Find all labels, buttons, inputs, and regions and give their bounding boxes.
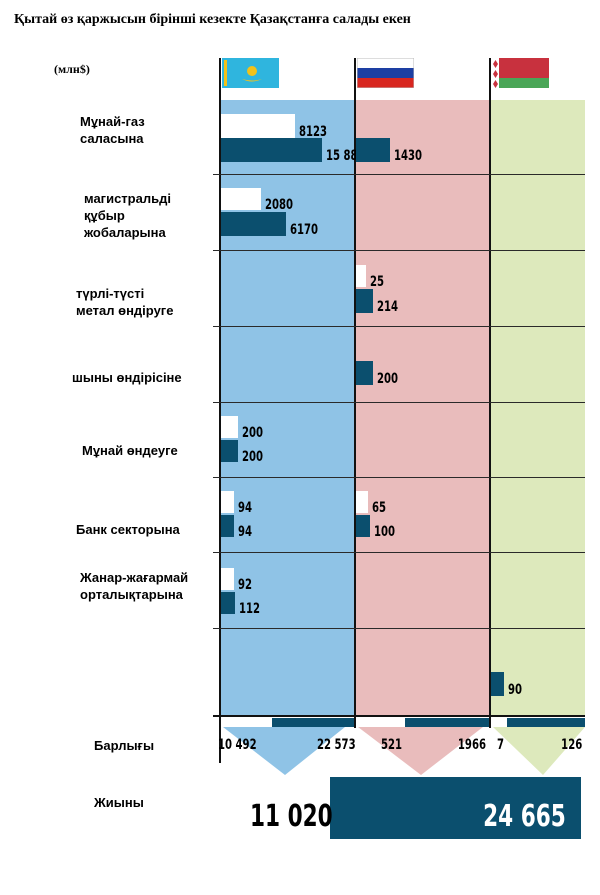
- totals-strip-by-white: [491, 718, 505, 727]
- totals-strip-ru-blue: [405, 718, 489, 727]
- bar-value-label: 214: [377, 299, 399, 315]
- bar-white: [221, 491, 234, 513]
- total-value: 10 492: [218, 737, 257, 753]
- bar-blue: [356, 138, 390, 162]
- band-belarus: [490, 100, 585, 715]
- category-label-fuel: Жанар-жағармай орталықтарына: [80, 570, 189, 602]
- bar-value-label: 25: [370, 274, 385, 290]
- divider-ru-by: [489, 58, 491, 728]
- bar-blue: [356, 515, 370, 537]
- bar-value-label: 94: [238, 524, 253, 540]
- chart-title: Қытай өз қаржысын бірінші кезекте Қазақс…: [14, 12, 411, 27]
- bar-white: [221, 416, 238, 438]
- bar-value-label: 94: [238, 500, 253, 516]
- bar-white: [221, 568, 234, 590]
- bar-blue: [221, 592, 235, 614]
- gridline: [213, 477, 585, 478]
- flag-kazakhstan-icon: [222, 58, 279, 88]
- total-value: 521: [381, 737, 403, 753]
- grand-total-white-box: [213, 777, 330, 839]
- gridline: [213, 715, 585, 717]
- axis-line-left: [219, 58, 221, 763]
- band-russia: [355, 100, 490, 715]
- bar-white: [221, 188, 261, 210]
- bar-value-label: 6170: [290, 222, 319, 238]
- bar-blue: [356, 289, 373, 313]
- bar-white: [356, 491, 368, 513]
- total-value: 1966: [457, 737, 486, 753]
- category-label-metals: түрлі-түсті метал өндіруге: [76, 286, 174, 318]
- flag-belarus-icon: [492, 58, 549, 88]
- gridline: [213, 552, 585, 553]
- category-label-pipeline: магистральді құбыр жобаларына: [84, 191, 171, 240]
- bar-value-label: 15 884: [326, 148, 365, 164]
- bar-value-label: 92: [238, 577, 253, 593]
- bar-value-label: 1430: [394, 148, 423, 164]
- bar-blue: [221, 515, 234, 537]
- category-label-banking: Банк секторына: [76, 522, 180, 537]
- total-value: 126: [560, 737, 582, 753]
- unit-label: (млн$): [54, 62, 90, 76]
- grand-total-white-value: 11 020: [250, 799, 333, 834]
- grand-total-blue-value: 24 665: [483, 799, 566, 834]
- bar-blue: [491, 672, 504, 696]
- category-label-refining: Мұнай өндеуге: [82, 443, 178, 458]
- bar-value-label: 112: [239, 601, 261, 617]
- totals-triangles: [223, 727, 585, 775]
- bar-blue: [221, 138, 322, 162]
- gridline: [213, 174, 585, 175]
- totals-label: Барлығы: [94, 738, 155, 753]
- category-label-glass: шыны өндірісіне: [72, 370, 182, 385]
- bar-value-label: 8123: [299, 124, 328, 140]
- bar-blue: [221, 212, 286, 236]
- grand-total-label: Жиыны: [94, 795, 144, 810]
- totals-strip-kz-blue: [272, 718, 354, 727]
- gridline: [213, 402, 585, 403]
- bar-value-label: 200: [242, 449, 264, 465]
- totals-strip-ru-white: [356, 718, 403, 727]
- bar-blue: [356, 361, 373, 385]
- bar-value-label: 90: [508, 682, 523, 698]
- gridline: [213, 628, 585, 629]
- flag-russia-icon: [356, 57, 415, 89]
- totals-strip-kz-white: [221, 718, 270, 727]
- total-value: 22 573: [317, 737, 356, 753]
- divider-kz-ru: [354, 58, 356, 728]
- bar-value-label: 200: [242, 425, 264, 441]
- grand-total-blue-box: [330, 777, 581, 839]
- bar-white: [356, 265, 366, 287]
- bar-value-label: 200: [377, 371, 399, 387]
- bar-white: [221, 114, 295, 138]
- bar-value-label: 2080: [265, 197, 294, 213]
- category-label-oil-gas: Мұнай-газ саласына: [80, 114, 145, 146]
- bar-blue: [221, 440, 238, 462]
- bar-value-label: 65: [372, 500, 387, 516]
- totals-strip-by-blue: [507, 718, 585, 727]
- bar-value-label: 100: [374, 524, 396, 540]
- total-value: 7: [497, 737, 505, 753]
- gridline: [213, 326, 585, 327]
- gridline: [213, 250, 585, 251]
